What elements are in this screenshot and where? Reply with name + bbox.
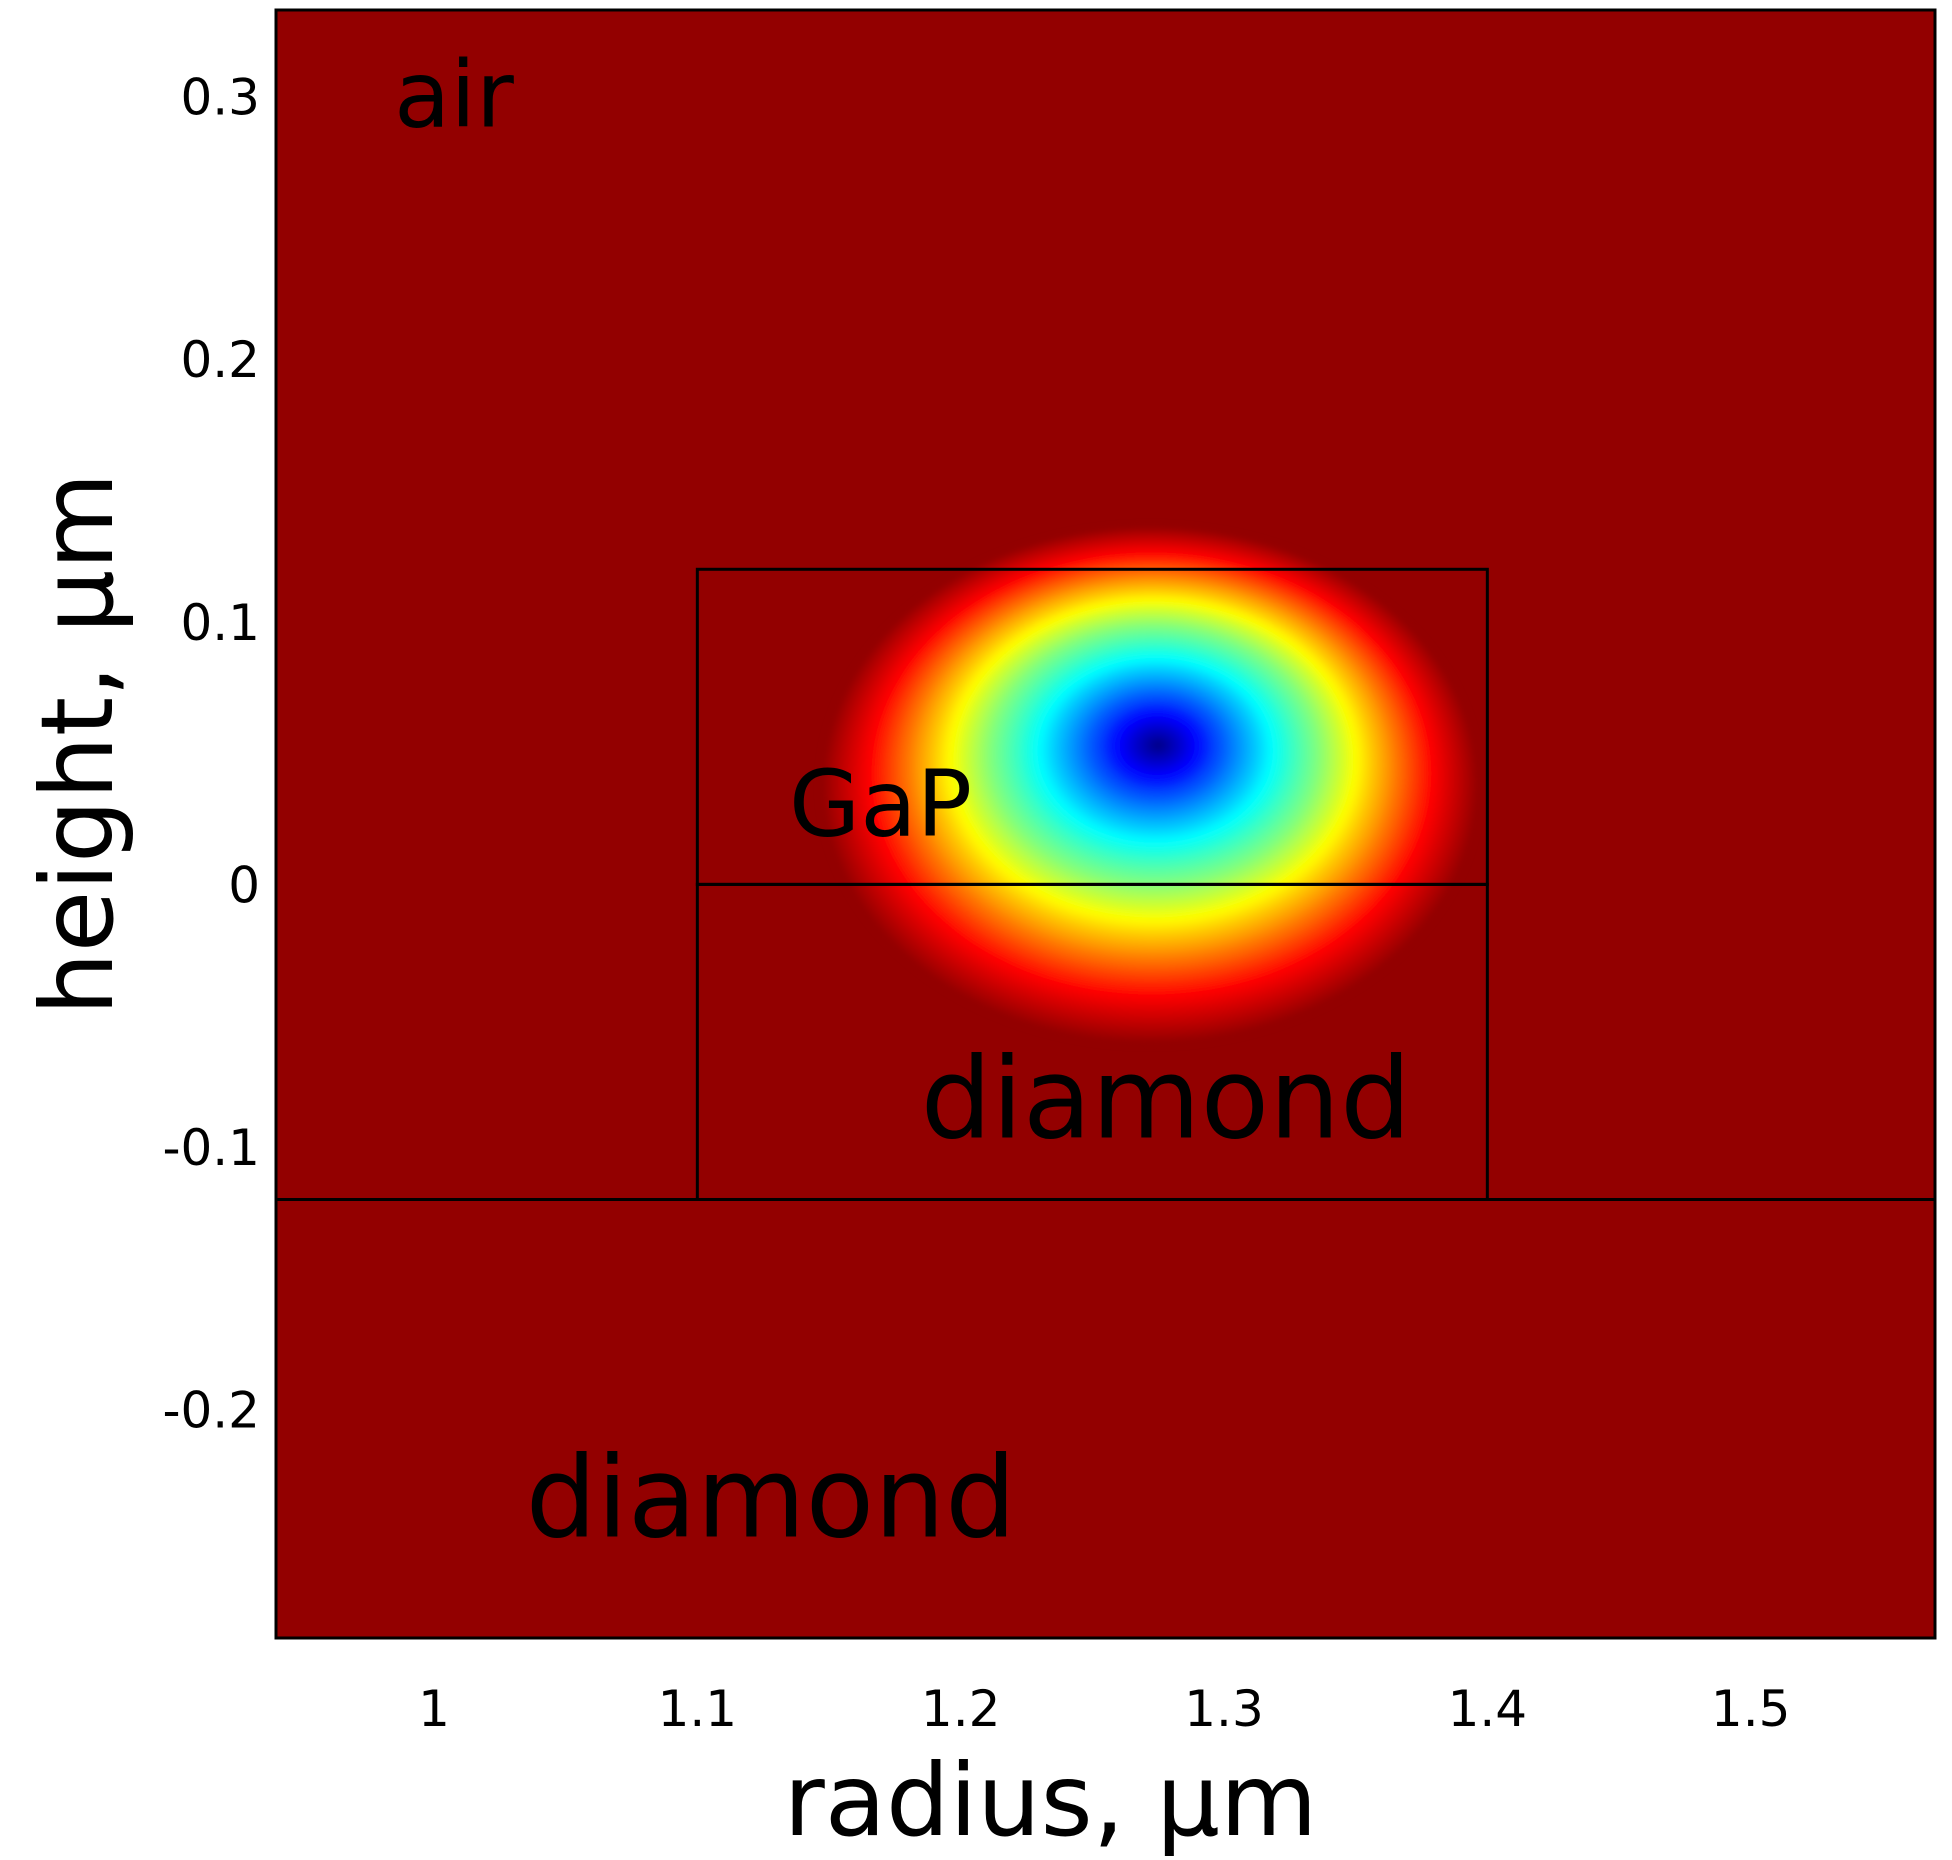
x-axis-ticks: 1 1.1 1.2 1.3 1.4 1.5 [418,1680,1790,1738]
region-labels: air GaP diamond diamond [394,42,1411,1564]
y-tick-label: 0 [228,856,260,914]
region-label-3: diamond [526,1434,1017,1564]
region-label-2: diamond [921,1035,1412,1165]
y-tick-label: 0.1 [180,594,260,652]
field-contour [1153,741,1163,749]
plot-frame [274,8,1937,1640]
x-tick-label: 1.3 [1184,1680,1264,1738]
x-tick-label: 1 [418,1680,450,1738]
y-tick-label: -0.2 [162,1382,260,1440]
x-tick-label: 1.2 [921,1680,1001,1738]
y-tick-label: 0.2 [180,331,260,389]
x-axis-title: radius, μm [784,1742,1318,1859]
y-axis-title: height, μm [19,472,136,1015]
x-tick-label: 1.1 [658,1680,738,1738]
region-label-0: air [394,42,514,149]
y-tick-label: -0.1 [162,1119,260,1177]
y-axis-ticks: 0.3 0.2 0.1 0 -0.1 -0.2 [162,69,260,1440]
region-label-1: GaP [789,751,972,858]
x-tick-label: 1.5 [1711,1680,1791,1738]
x-tick-label: 1.4 [1448,1680,1528,1738]
y-tick-label: 0.3 [180,69,260,127]
